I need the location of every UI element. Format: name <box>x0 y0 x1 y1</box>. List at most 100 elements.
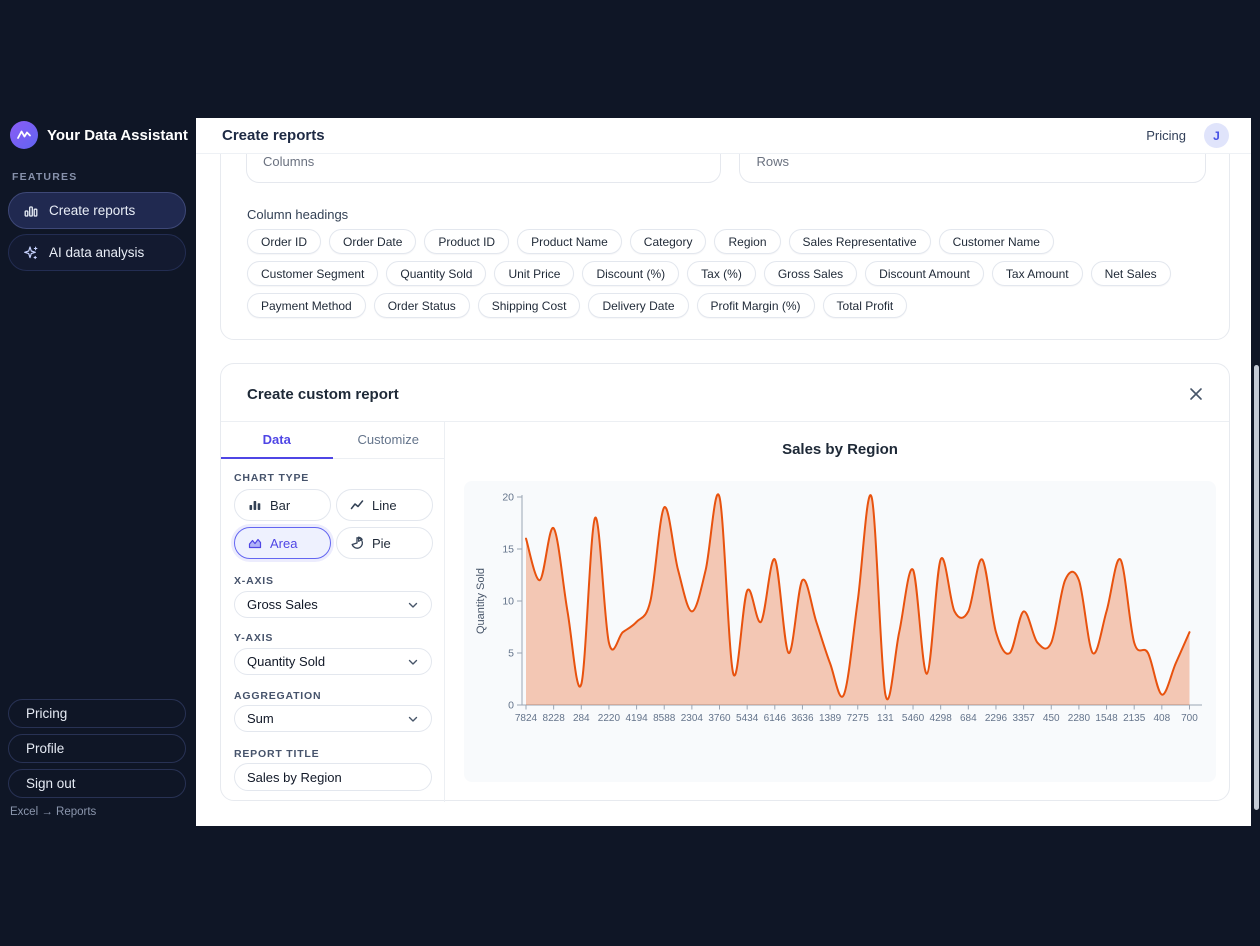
column-heading-chip[interactable]: Order ID <box>247 229 322 254</box>
column-heading-chip[interactable]: Delivery Date <box>588 293 689 318</box>
sidebar: Your Data Assistant FEATURES Create repo… <box>0 0 196 946</box>
x-tick-label: 7275 <box>847 713 870 724</box>
chart-type-line-button[interactable]: Line <box>336 489 433 521</box>
column-heading-chip[interactable]: Customer Name <box>938 229 1054 254</box>
svg-text:Quantity Sold: Quantity Sold <box>475 568 487 634</box>
aggregation-label: AGGREGATION <box>234 690 322 702</box>
chart-type-label-text: Area <box>270 535 298 551</box>
chart-type-bar-button[interactable]: Bar <box>234 489 331 521</box>
report-builder-tabs: Data Customize <box>221 421 444 459</box>
column-heading-chip[interactable]: Discount (%) <box>582 261 680 286</box>
x-axis-value: Gross Sales <box>247 597 318 612</box>
page-title: Create reports <box>222 127 325 144</box>
scrollbar-thumb[interactable] <box>1254 365 1259 810</box>
chevron-down-icon <box>408 659 418 665</box>
area-chart-icon <box>248 538 262 549</box>
column-heading-chip[interactable]: Profit Margin (%) <box>696 293 815 318</box>
x-tick-label: 408 <box>1153 713 1170 724</box>
sidebar-section-label: FEATURES <box>12 171 78 183</box>
topbar-pricing-link[interactable]: Pricing <box>1146 128 1186 143</box>
column-heading-chip[interactable]: Quantity Sold <box>386 261 487 286</box>
app-title: Your Data Assistant <box>47 126 188 144</box>
report-title-input[interactable] <box>234 763 432 791</box>
tab-data[interactable]: Data <box>221 421 333 459</box>
column-heading-chip[interactable]: Shipping Cost <box>477 293 581 318</box>
x-axis-select[interactable]: Gross Sales <box>234 591 432 618</box>
chart-title: Sales by Region <box>782 441 898 458</box>
column-heading-chip[interactable]: Product Name <box>517 229 622 254</box>
x-tick-label: 2296 <box>985 713 1008 724</box>
chart-type-label-text: Pie <box>372 535 391 551</box>
y-axis-value: Quantity Sold <box>247 654 326 669</box>
sidebar-item-ai-data-analysis[interactable]: AI data analysis <box>8 234 186 271</box>
sidebar-item-label: Create reports <box>49 203 136 218</box>
column-heading-chip[interactable]: Tax Amount <box>991 261 1083 286</box>
sidebar-signout-button[interactable]: Sign out <box>8 769 186 798</box>
report-fields-card: Column headings Order ID Order Date Produc… <box>220 122 1230 340</box>
svg-text:0: 0 <box>508 700 514 712</box>
x-tick-label: 5434 <box>736 713 759 724</box>
column-heading-chip[interactable]: Payment Method <box>247 293 366 318</box>
svg-text:5: 5 <box>508 648 514 660</box>
y-axis-select[interactable]: Quantity Sold <box>234 648 432 675</box>
x-tick-label: 1389 <box>819 713 842 724</box>
x-tick-label: 2135 <box>1123 713 1146 724</box>
x-tick-label: 1548 <box>1095 713 1118 724</box>
chart-type-label-text: Line <box>372 497 397 513</box>
column-heading-chip[interactable]: Category <box>629 229 707 254</box>
column-heading-chip[interactable]: Unit Price <box>494 261 575 286</box>
topbar: Create reports Pricing J <box>196 118 1251 154</box>
area-chart: 0 5 10 15 20 7824 8228 284 2220 4194 8588 2304 3760 5… <box>475 492 1202 724</box>
svg-text:15: 15 <box>502 544 514 556</box>
column-heading-chip[interactable]: Order Date <box>329 229 417 254</box>
sidebar-profile-button[interactable]: Profile <box>8 734 186 763</box>
x-tick-label: 2280 <box>1068 713 1091 724</box>
x-tick-label: 284 <box>573 713 590 724</box>
x-tick-label: 5460 <box>902 713 925 724</box>
column-heading-chip[interactable]: Region <box>714 229 781 254</box>
chart-type-area-button[interactable]: Area <box>234 527 331 559</box>
chart-panel: 0 5 10 15 20 7824 8228 284 2220 4194 8588 2304 3760 5… <box>464 481 1216 782</box>
column-heading-chip[interactable]: Product ID <box>424 229 510 254</box>
column-heading-chip[interactable]: Sales Representative <box>788 229 931 254</box>
x-tick-label: 3760 <box>708 713 731 724</box>
x-tick-label: 7824 <box>515 713 538 724</box>
chart-type-label: CHART TYPE <box>234 472 310 484</box>
avatar[interactable]: J <box>1204 123 1229 148</box>
svg-text:20: 20 <box>502 492 514 504</box>
app-logo: Your Data Assistant <box>10 121 188 149</box>
x-tick-label: 4194 <box>625 713 648 724</box>
y-axis-label: Y-AXIS <box>234 632 274 644</box>
report-title-label: REPORT TITLE <box>234 748 320 760</box>
column-headings-label: Column headings <box>247 207 349 222</box>
column-heading-chip[interactable]: Order Status <box>373 293 470 318</box>
aggregation-select[interactable]: Sum <box>234 705 432 732</box>
bar-chart-icon <box>249 501 261 510</box>
line-chart-icon <box>350 500 364 510</box>
main-content: Column headings Order ID Order Date Produc… <box>196 118 1251 826</box>
column-heading-chip[interactable]: Tax (%) <box>687 261 756 286</box>
column-heading-chip[interactable]: Customer Segment <box>247 261 379 286</box>
divider <box>221 421 1229 422</box>
column-heading-chip[interactable]: Net Sales <box>1090 261 1171 286</box>
x-tick-label: 3357 <box>1012 713 1035 724</box>
column-heading-chip[interactable]: Gross Sales <box>763 261 858 286</box>
tab-customize[interactable]: Customize <box>357 432 419 447</box>
column-heading-chip[interactable]: Discount Amount <box>865 261 984 286</box>
chart-type-pie-button[interactable]: Pie <box>336 527 433 559</box>
chart-type-label-text: Bar <box>270 497 291 513</box>
close-icon[interactable] <box>1187 385 1205 403</box>
x-tick-label: 6146 <box>764 713 787 724</box>
column-heading-chip[interactable]: Total Profit <box>822 293 908 318</box>
x-tick-label: 2220 <box>598 713 621 724</box>
x-tick-label: 2304 <box>681 713 704 724</box>
sidebar-item-label: AI data analysis <box>49 245 145 260</box>
divider <box>444 421 445 802</box>
chevron-down-icon <box>408 716 418 722</box>
aggregation-value: Sum <box>247 711 274 726</box>
sidebar-item-create-reports[interactable]: Create reports <box>8 192 186 229</box>
x-tick-label: 8228 <box>543 713 566 724</box>
sidebar-pricing-button[interactable]: Pricing <box>8 699 186 728</box>
sparkles-icon <box>24 245 38 259</box>
bar-chart-icon <box>24 205 38 217</box>
